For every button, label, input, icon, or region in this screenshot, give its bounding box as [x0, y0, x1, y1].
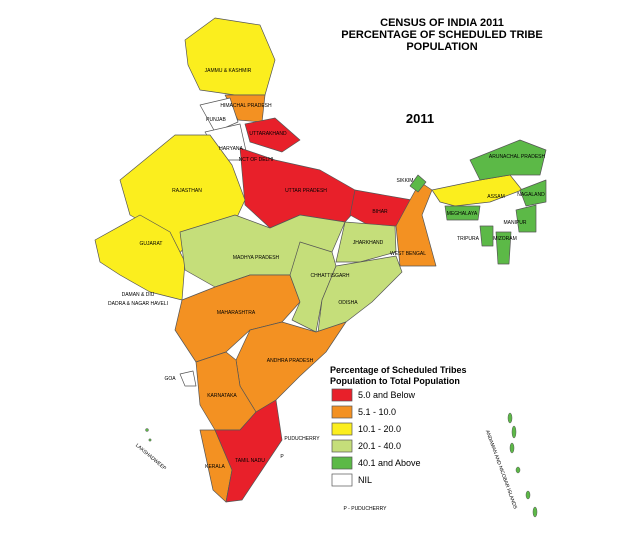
footnote: P - PUDUCHERRY — [344, 506, 388, 512]
year: 2011 — [406, 111, 434, 126]
state-shape — [469, 139, 547, 181]
state-label: GUJARAT — [140, 241, 163, 247]
state-label: KARNATAKA — [207, 393, 237, 399]
state-shape — [515, 204, 537, 233]
state-label: SIKKIM — [397, 178, 414, 184]
state-label: MIZORAM — [493, 236, 517, 242]
state-label: UTTARAKHAND — [249, 131, 287, 137]
state-label: JAMMU & KASHMIR — [205, 68, 252, 74]
legend: Percentage of Scheduled Tribes Populatio… — [330, 365, 467, 487]
state-label: WEST BENGAL — [390, 251, 426, 257]
legend-swatch — [331, 422, 353, 436]
state-shape — [184, 17, 276, 96]
state-label: HIMACHAL PRADESH — [220, 103, 272, 109]
legend-label: 40.1 and Above — [358, 458, 421, 468]
legend-swatch — [331, 439, 353, 453]
state-shape — [431, 174, 523, 207]
state-label: DADRA & NAGAR HAVELI — [108, 301, 168, 307]
legend-label: NIL — [358, 475, 372, 485]
legend-title: Percentage of Scheduled Tribes — [330, 365, 467, 375]
state-label: RAJASTHAN — [172, 188, 202, 194]
state-label: KERALA — [205, 464, 225, 470]
state-shape — [317, 255, 403, 333]
state-shape — [444, 205, 481, 221]
state-shape — [519, 179, 547, 207]
state-label: ASSAM — [487, 194, 505, 200]
island-label: ANDAMAN AND NICOBAR ISLANDS — [484, 429, 518, 510]
legend-label: 5.1 - 10.0 — [358, 407, 396, 417]
island-label: LAKSHADWEEP — [134, 443, 168, 472]
state-label: P — [280, 454, 284, 460]
state-label: MAHARASHTRA — [217, 310, 256, 316]
state-label: ARUNACHAL PRADESH — [489, 154, 546, 160]
legend-swatch — [331, 456, 353, 470]
state-shape — [479, 225, 494, 247]
title-line: POPULATION — [406, 41, 477, 53]
legend-label: 5.0 and Below — [358, 390, 416, 400]
state-shapes — [94, 17, 547, 518]
island-dots — [145, 412, 538, 518]
state-label: MANIPUR — [503, 220, 526, 226]
legend-swatch — [331, 388, 353, 402]
state-label: PUNJAB — [206, 117, 226, 123]
state-label: CHHATTISGARH — [310, 273, 349, 279]
state-label: TRIPURA — [457, 236, 480, 242]
title-line: CENSUS OF INDIA 2011 — [380, 17, 504, 29]
state-label: NCT OF DELHI — [239, 157, 274, 163]
state-shape — [244, 117, 301, 153]
state-label: ANDHRA PRADESH — [267, 358, 314, 364]
state-shape — [409, 174, 427, 193]
state-shape — [179, 370, 197, 387]
legend-label: 20.1 - 40.0 — [358, 441, 401, 451]
state-label: UTTAR PRADESH — [285, 188, 327, 194]
state-label: ODISHA — [338, 300, 358, 306]
state-shape — [335, 221, 397, 263]
legend-swatch — [331, 473, 353, 487]
state-label: TAMIL NADU — [235, 458, 265, 464]
state-label: MEGHALAYA — [447, 211, 478, 217]
title-line: PERCENTAGE OF SCHEDULED TRIBE — [341, 29, 542, 41]
state-label: PUDUCHERRY — [284, 436, 320, 442]
state-label: DAMAN & DIU — [122, 292, 155, 298]
legend-label: 10.1 - 20.0 — [358, 424, 401, 434]
legend-swatch — [331, 405, 353, 419]
legend-title: Population to Total Population — [330, 376, 460, 386]
state-shape — [495, 231, 512, 265]
state-label: MADHYA PRADESH — [233, 255, 280, 261]
state-label: NAGALAND — [517, 192, 545, 198]
state-label: GOA — [164, 376, 176, 382]
state-label: BIHAR — [372, 209, 388, 215]
state-shape — [214, 399, 283, 503]
titles: CENSUS OF INDIA 2011 PERCENTAGE OF SCHED… — [341, 17, 542, 126]
state-shape — [395, 181, 437, 267]
state-shape — [199, 97, 239, 133]
state-label: JHARKHAND — [353, 240, 384, 246]
state-label: HARYANA — [219, 146, 243, 152]
